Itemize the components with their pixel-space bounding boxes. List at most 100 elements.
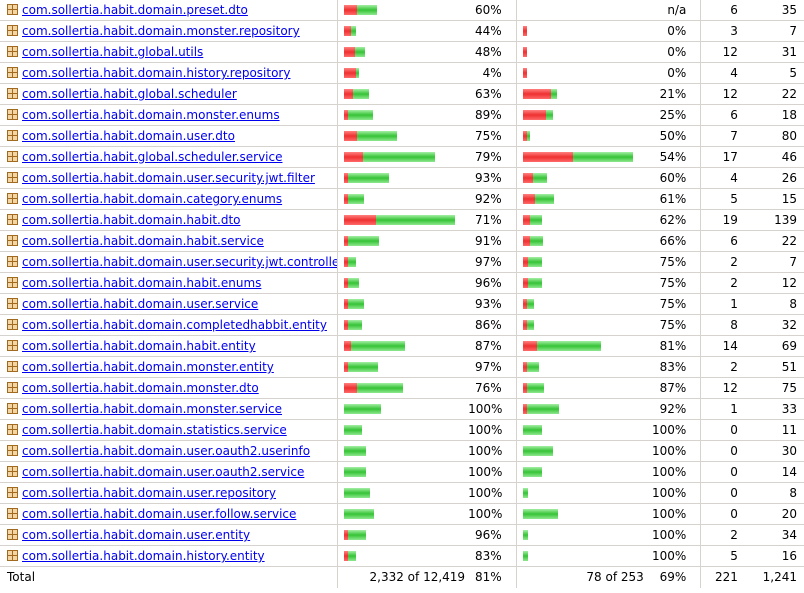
- covered-bar-segment: [347, 194, 364, 204]
- instructions-bar-cell: [337, 209, 469, 231]
- package-link[interactable]: com.sollertia.habit.domain.user.oauth2.s…: [22, 465, 305, 479]
- package-link[interactable]: com.sollertia.habit.domain.statistics.se…: [22, 423, 287, 437]
- package-cell: com.sollertia.habit.domain.user.oauth2.s…: [0, 461, 338, 483]
- package-link[interactable]: com.sollertia.habit.domain.monster.dto: [22, 381, 259, 395]
- package-cell: com.sollertia.habit.domain.user.security…: [0, 167, 338, 189]
- missed-bar-segment: [343, 341, 351, 351]
- package-link[interactable]: com.sollertia.habit.domain.history.entit…: [22, 549, 265, 563]
- package-link[interactable]: com.sollertia.habit.domain.monster.repos…: [22, 24, 300, 38]
- missed-bar-segment: [522, 110, 546, 120]
- branches-coverage-pct: 75%: [646, 293, 702, 315]
- covered-bar-segment: [536, 341, 601, 351]
- instructions-coverage-pct: 63%: [468, 83, 517, 105]
- branches-coverage-bar: [522, 173, 547, 183]
- branches-coverage-pct: 0%: [646, 41, 702, 63]
- instructions-coverage-bar: [343, 530, 366, 540]
- package-link[interactable]: com.sollertia.habit.domain.habit.enums: [22, 276, 262, 290]
- instructions-bar-cell: [337, 419, 469, 441]
- package-link[interactable]: com.sollertia.habit.domain.user.oauth2.u…: [22, 444, 311, 458]
- package-cell: com.sollertia.habit.domain.preset.dto: [0, 0, 338, 21]
- table-row: com.sollertia.habit.domain.user.follow.s…: [0, 503, 804, 525]
- package-link[interactable]: com.sollertia.habit.domain.user.entity: [22, 528, 251, 542]
- branches-coverage-bar: [522, 509, 558, 519]
- package-icon: [7, 193, 18, 204]
- package-link[interactable]: com.sollertia.habit.domain.monster.entit…: [22, 360, 274, 374]
- package-link[interactable]: com.sollertia.habit.domain.user.security…: [22, 255, 338, 269]
- package-link[interactable]: com.sollertia.habit.domain.habit.service: [22, 234, 264, 248]
- table-row: com.sollertia.habit.domain.user.oauth2.s…: [0, 461, 804, 483]
- instructions-coverage-pct: 92%: [468, 188, 517, 210]
- package-icon: [7, 403, 18, 414]
- branches-bar-cell: [516, 419, 647, 441]
- complexity: 7: [744, 251, 804, 273]
- missed-complexity: 2: [700, 272, 745, 294]
- package-link[interactable]: com.sollertia.habit.domain.habit.dto: [22, 213, 241, 227]
- missed-bar-segment: [343, 173, 348, 183]
- instructions-bar-cell: [337, 62, 469, 84]
- missed-complexity: 7: [700, 125, 745, 147]
- table-row: com.sollertia.habit.global.utils 48% 0% 12 3…: [0, 41, 804, 63]
- package-icon: [7, 340, 18, 351]
- instructions-coverage-pct: 100%: [468, 461, 517, 483]
- complexity: 15: [744, 188, 804, 210]
- table-row: com.sollertia.habit.domain.history.entit…: [0, 545, 804, 567]
- branches-bar-cell: [516, 356, 647, 378]
- package-link[interactable]: com.sollertia.habit.domain.user.reposito…: [22, 486, 276, 500]
- complexity: 46: [744, 146, 804, 168]
- package-icon: [7, 151, 18, 162]
- missed-bar-segment: [522, 131, 527, 141]
- package-link[interactable]: com.sollertia.habit.domain.habit.entity: [22, 339, 256, 353]
- instructions-coverage-bar: [343, 236, 379, 246]
- missed-complexity: 12: [700, 83, 745, 105]
- branches-coverage-pct: 100%: [646, 482, 702, 504]
- branches-bar-cell: [516, 377, 647, 399]
- complexity: 30: [744, 440, 804, 462]
- missed-bar-segment: [343, 215, 376, 225]
- package-link[interactable]: com.sollertia.habit.domain.completedhabb…: [22, 318, 327, 332]
- package-icon: [7, 172, 18, 183]
- instructions-coverage-pct: 48%: [468, 41, 517, 63]
- instructions-coverage-bar: [343, 194, 364, 204]
- package-link[interactable]: com.sollertia.habit.domain.monster.enums: [22, 108, 280, 122]
- complexity: 20: [744, 503, 804, 525]
- complexity: 22: [744, 230, 804, 252]
- package-link[interactable]: com.sollertia.habit.domain.category.enum…: [22, 192, 283, 206]
- branches-bar-cell: [516, 188, 647, 210]
- table-row: com.sollertia.habit.domain.user.dto 75% 50…: [0, 125, 804, 147]
- instructions-coverage-bar: [343, 26, 356, 36]
- branches-bar-cell: [516, 293, 647, 315]
- instructions-bar-cell: [337, 125, 469, 147]
- package-link[interactable]: com.sollertia.habit.global.scheduler: [22, 87, 237, 101]
- package-link[interactable]: com.sollertia.habit.domain.user.security…: [22, 171, 315, 185]
- package-link[interactable]: com.sollertia.habit.global.scheduler.ser…: [22, 150, 283, 164]
- table-row: com.sollertia.habit.domain.history.repos…: [0, 62, 804, 84]
- instructions-bar-cell: [337, 0, 469, 21]
- missed-complexity: 6: [700, 0, 745, 21]
- package-link[interactable]: com.sollertia.habit.domain.user.follow.s…: [22, 507, 297, 521]
- missed-bar-segment: [343, 278, 348, 288]
- instructions-bar-cell: [337, 83, 469, 105]
- package-link[interactable]: com.sollertia.habit.domain.user.service: [22, 297, 259, 311]
- complexity: 5: [744, 62, 804, 84]
- package-icon: [7, 4, 18, 15]
- instructions-bar-cell: [337, 440, 469, 462]
- missed-complexity: 0: [700, 503, 745, 525]
- complexity: 33: [744, 398, 804, 420]
- table-row: com.sollertia.habit.domain.preset.dto 60%…: [0, 0, 804, 21]
- instructions-coverage-bar: [343, 320, 362, 330]
- package-icon: [7, 235, 18, 246]
- table-row: com.sollertia.habit.domain.habit.service…: [0, 230, 804, 252]
- package-link[interactable]: com.sollertia.habit.domain.preset.dto: [22, 3, 248, 17]
- package-link[interactable]: com.sollertia.habit.domain.history.repos…: [22, 66, 291, 80]
- missed-complexity: 0: [700, 461, 745, 483]
- instructions-coverage-bar: [343, 551, 356, 561]
- instructions-coverage-bar: [343, 362, 378, 372]
- package-link[interactable]: com.sollertia.habit.global.utils: [22, 45, 204, 59]
- missed-complexity: 17: [700, 146, 745, 168]
- branches-bar-cell: [516, 272, 647, 294]
- package-link[interactable]: com.sollertia.habit.domain.monster.servi…: [22, 402, 283, 416]
- branches-coverage-pct: 75%: [646, 272, 702, 294]
- package-cell: com.sollertia.habit.domain.habit.entity: [0, 335, 338, 357]
- package-icon: [7, 130, 18, 141]
- package-link[interactable]: com.sollertia.habit.domain.user.dto: [22, 129, 235, 143]
